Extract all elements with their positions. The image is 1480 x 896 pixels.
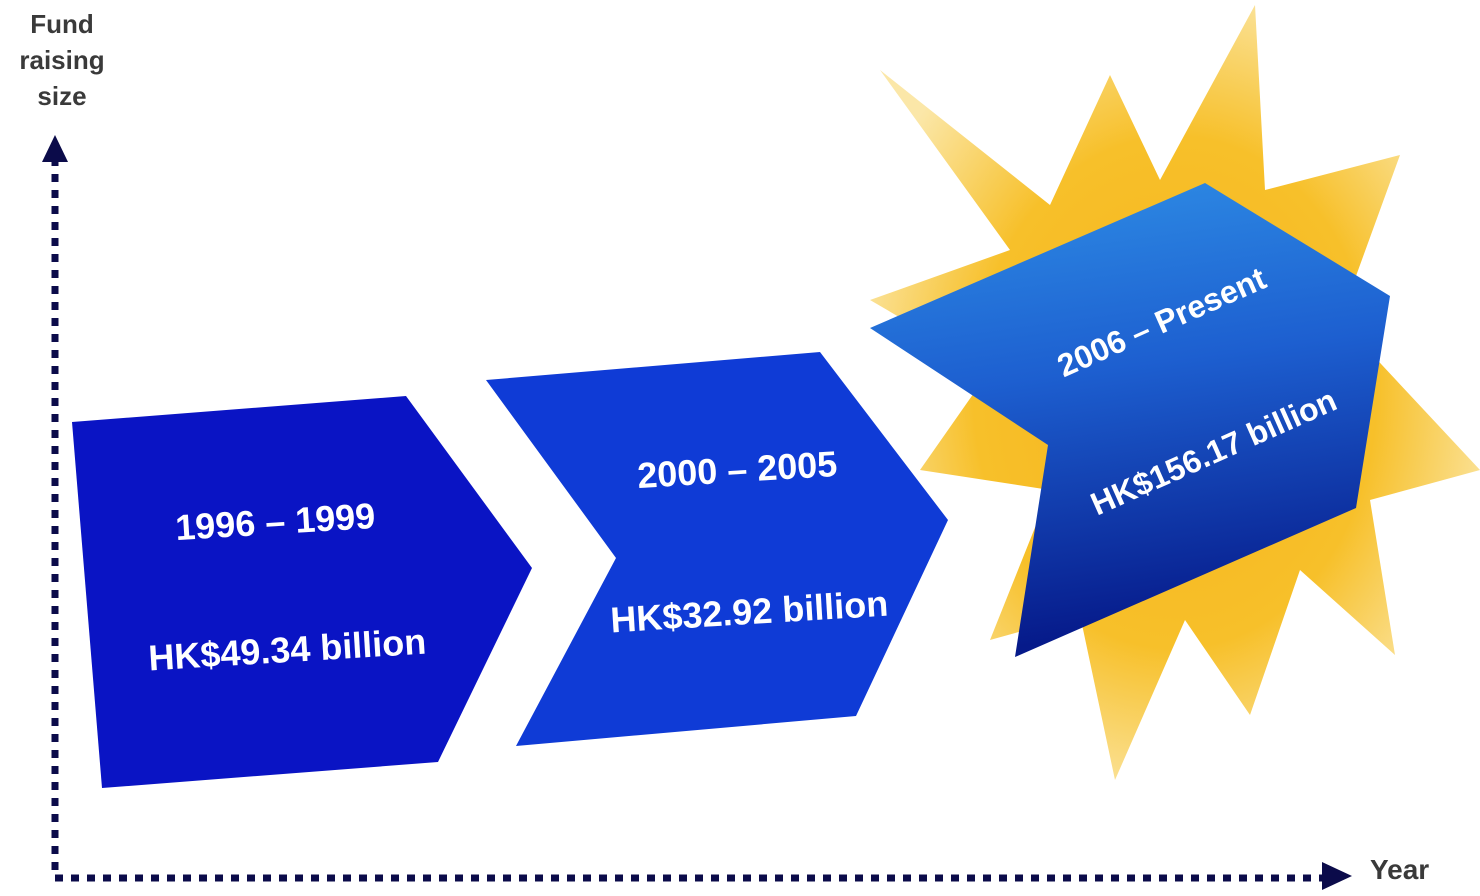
y-axis-label: Fund raising size [8,6,116,114]
stage-1996-1999: 1996 – 1999 HK$49.34 billion [72,396,532,788]
stage-2006-present: 2006 – Present HK$156.17 billion [870,183,1390,657]
axes [42,135,1352,890]
stage-2000-2005: 2000 – 2005 HK$32.92 billion [486,352,948,746]
stage-2-arrow-shape [486,352,948,746]
y-axis-label-line-2: raising [19,45,105,75]
x-axis-arrowhead [1322,862,1352,890]
x-axis-label: Year [1370,854,1430,885]
y-axis-label-line-3: size [37,81,87,111]
y-axis-arrowhead [42,135,68,162]
y-axis-label-line-1: Fund [30,9,94,39]
stage-1-arrow-shape [72,396,532,788]
stage-3-arrow-shape [870,183,1390,657]
